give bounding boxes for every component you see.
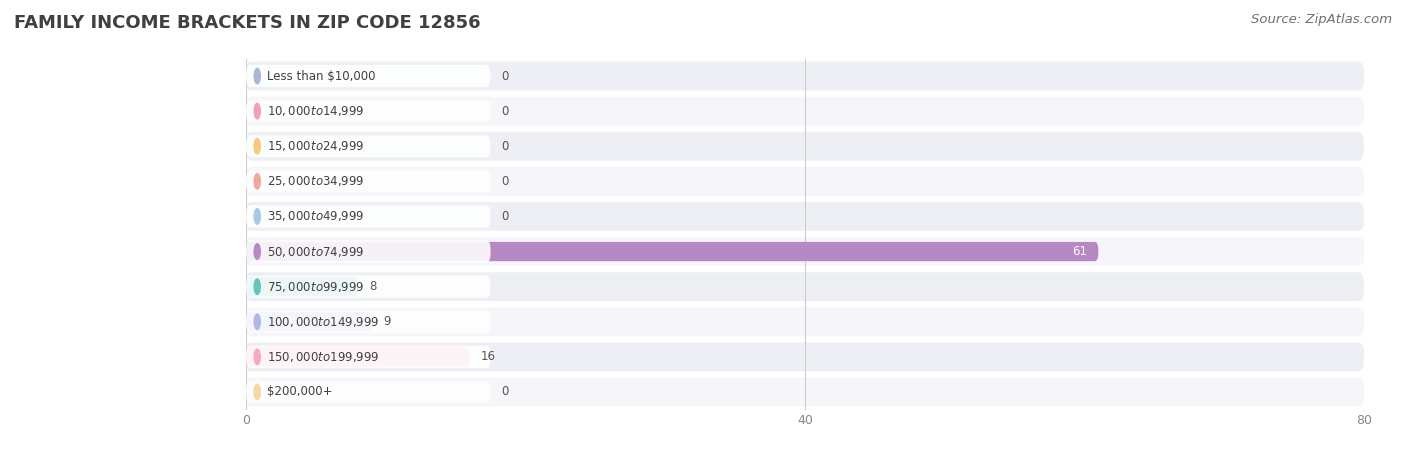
Circle shape: [254, 384, 260, 400]
FancyBboxPatch shape: [246, 62, 1364, 90]
Circle shape: [254, 139, 260, 154]
Text: 0: 0: [502, 70, 509, 82]
Text: Less than $10,000: Less than $10,000: [267, 70, 375, 82]
FancyBboxPatch shape: [246, 170, 491, 193]
Circle shape: [254, 349, 260, 364]
Text: $75,000 to $99,999: $75,000 to $99,999: [267, 279, 364, 294]
FancyBboxPatch shape: [246, 205, 491, 228]
FancyBboxPatch shape: [246, 346, 491, 368]
FancyBboxPatch shape: [246, 272, 1364, 301]
FancyBboxPatch shape: [246, 167, 1364, 196]
FancyBboxPatch shape: [246, 132, 1364, 161]
Text: $150,000 to $199,999: $150,000 to $199,999: [267, 350, 380, 364]
Text: $35,000 to $49,999: $35,000 to $49,999: [267, 209, 364, 224]
Circle shape: [254, 104, 260, 119]
FancyBboxPatch shape: [246, 100, 491, 122]
Text: 8: 8: [368, 280, 377, 293]
FancyBboxPatch shape: [246, 378, 1364, 406]
Text: 16: 16: [481, 351, 496, 363]
Text: Source: ZipAtlas.com: Source: ZipAtlas.com: [1251, 14, 1392, 27]
Text: $15,000 to $24,999: $15,000 to $24,999: [267, 139, 364, 153]
FancyBboxPatch shape: [246, 381, 491, 403]
FancyBboxPatch shape: [246, 310, 491, 333]
FancyBboxPatch shape: [246, 65, 491, 87]
Circle shape: [254, 174, 260, 189]
Circle shape: [254, 68, 260, 84]
Text: 0: 0: [502, 210, 509, 223]
FancyBboxPatch shape: [246, 307, 1364, 336]
Text: FAMILY INCOME BRACKETS IN ZIP CODE 12856: FAMILY INCOME BRACKETS IN ZIP CODE 12856: [14, 14, 481, 32]
Text: 0: 0: [502, 105, 509, 117]
FancyBboxPatch shape: [246, 342, 1364, 371]
Text: 0: 0: [502, 386, 509, 398]
FancyBboxPatch shape: [246, 237, 1364, 266]
FancyBboxPatch shape: [246, 135, 491, 158]
FancyBboxPatch shape: [246, 312, 371, 331]
Text: 0: 0: [502, 175, 509, 188]
FancyBboxPatch shape: [246, 97, 1364, 126]
Text: $100,000 to $149,999: $100,000 to $149,999: [267, 315, 380, 329]
Text: $25,000 to $34,999: $25,000 to $34,999: [267, 174, 364, 189]
Circle shape: [254, 209, 260, 224]
Text: $50,000 to $74,999: $50,000 to $74,999: [267, 244, 364, 259]
FancyBboxPatch shape: [246, 277, 357, 296]
Text: 0: 0: [502, 140, 509, 153]
FancyBboxPatch shape: [246, 242, 1098, 261]
Text: $200,000+: $200,000+: [267, 386, 332, 398]
FancyBboxPatch shape: [246, 240, 491, 263]
Circle shape: [254, 279, 260, 294]
Text: 61: 61: [1073, 245, 1087, 258]
Circle shape: [254, 314, 260, 329]
FancyBboxPatch shape: [246, 347, 470, 366]
Circle shape: [254, 244, 260, 259]
Text: $10,000 to $14,999: $10,000 to $14,999: [267, 104, 364, 118]
FancyBboxPatch shape: [246, 275, 491, 298]
Text: 9: 9: [382, 315, 391, 328]
FancyBboxPatch shape: [246, 202, 1364, 231]
